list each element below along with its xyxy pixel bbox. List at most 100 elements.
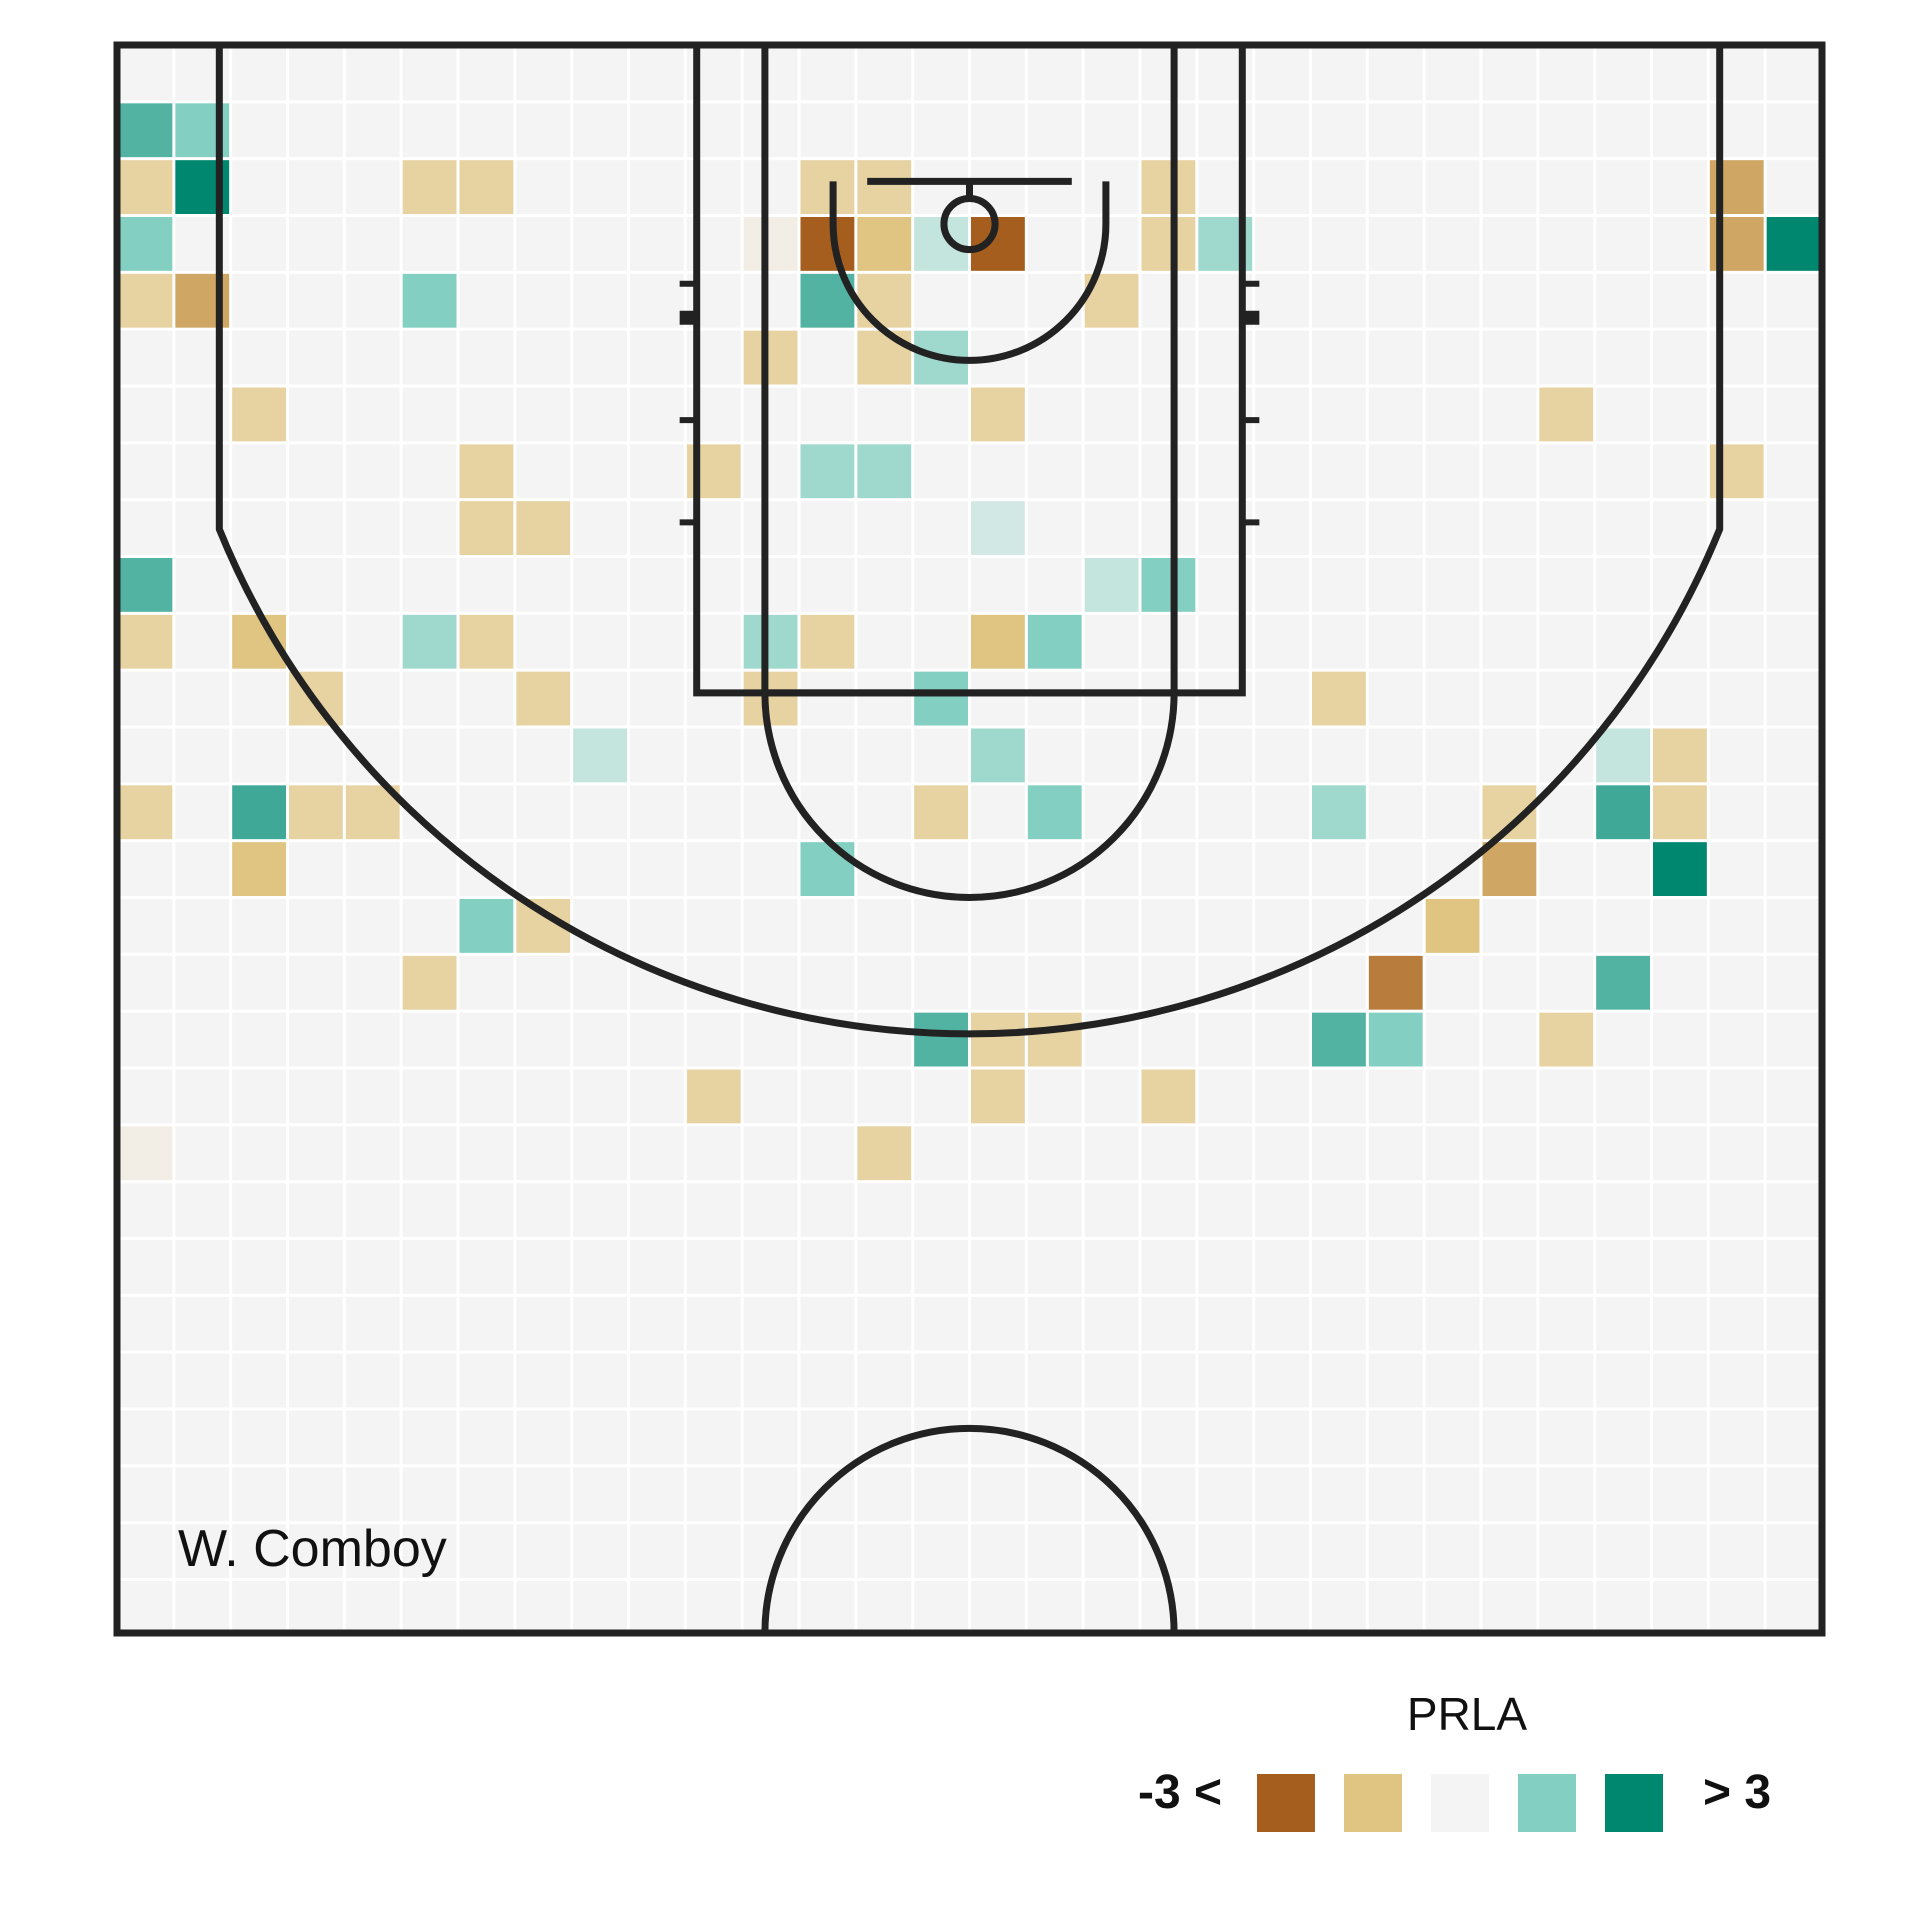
legend: PRLA -3 < > 3: [1138, 1688, 1771, 1832]
heatmap-cell-empty: [971, 273, 1025, 328]
heatmap-cell-empty: [914, 899, 968, 953]
heatmap-cell-empty: [1766, 1069, 1821, 1124]
heatmap-cell-empty: [743, 558, 798, 612]
heatmap-cell-empty: [459, 1069, 514, 1124]
heatmap-cell-empty: [1425, 728, 1480, 783]
heatmap-cell-empty: [516, 955, 571, 1010]
heatmap-cell-empty: [1482, 103, 1537, 158]
heatmap-cell-empty: [1766, 330, 1821, 385]
heatmap-cell-empty: [1255, 103, 1309, 158]
heatmap-cell-empty: [1766, 444, 1821, 499]
heatmap-cell-empty: [402, 1069, 457, 1124]
heatmap-cell-empty: [402, 1410, 457, 1465]
heatmap-cell-empty: [1368, 273, 1423, 328]
heatmap-cell: [1766, 217, 1821, 271]
heatmap-cell-empty: [289, 1126, 343, 1181]
heatmap-cell-empty: [573, 1240, 627, 1294]
heatmap-cell-empty: [914, 1524, 968, 1578]
heatmap-cell-empty: [459, 330, 514, 385]
heatmap-cell-empty: [1709, 842, 1764, 896]
heatmap-cell-empty: [630, 273, 684, 328]
heatmap-cell: [743, 614, 798, 669]
heatmap-cell-empty: [857, 1012, 912, 1067]
heatmap-cell-empty: [1653, 330, 1707, 385]
heatmap-cell-empty: [686, 1467, 741, 1522]
heatmap-cell-empty: [118, 1069, 173, 1124]
heatmap-cell-empty: [857, 1581, 912, 1633]
heatmap-cell-empty: [175, 1296, 230, 1351]
heatmap-cell-empty: [630, 1353, 684, 1408]
heatmap-cell-empty: [232, 103, 286, 158]
heatmap-cell-empty: [1539, 46, 1594, 101]
heatmap-cell-empty: [1141, 1126, 1196, 1181]
heatmap-cell-empty: [1653, 899, 1707, 953]
heatmap-cell-empty: [971, 160, 1025, 214]
heatmap-cell-empty: [1255, 1524, 1309, 1578]
heatmap-cell-empty: [800, 1467, 855, 1522]
heatmap-cell-empty: [289, 1012, 343, 1067]
heatmap-cell: [800, 160, 855, 214]
heatmap-cell-empty: [345, 273, 400, 328]
heatmap-cell-empty: [914, 842, 968, 896]
heatmap-cell-empty: [402, 1353, 457, 1408]
heatmap-cell-empty: [1539, 614, 1594, 669]
heatmap-cell-empty: [686, 1581, 741, 1633]
heatmap-cell-empty: [175, 1240, 230, 1294]
heatmap-cell-empty: [516, 330, 571, 385]
heatmap-cell-empty: [1766, 558, 1821, 612]
heatmap-cell-empty: [857, 46, 912, 101]
heatmap-cell-empty: [1368, 387, 1423, 442]
heatmap-cell: [1141, 217, 1196, 271]
heatmap-cell-empty: [1141, 387, 1196, 442]
heatmap-cell-empty: [1312, 558, 1366, 612]
heatmap-cell-empty: [857, 558, 912, 612]
heatmap-cell-empty: [573, 1581, 627, 1633]
heatmap-cell-empty: [686, 1524, 741, 1578]
heatmap-cell-empty: [118, 1353, 173, 1408]
heatmap-cell-empty: [1312, 1296, 1366, 1351]
heatmap-cell-empty: [1368, 160, 1423, 214]
heatmap-cell-empty: [1027, 330, 1082, 385]
heatmap-cell-empty: [914, 1183, 968, 1237]
heatmap-cell-empty: [1539, 1126, 1594, 1181]
heatmap-cell-empty: [1766, 785, 1821, 840]
heatmap-cell-empty: [516, 387, 571, 442]
heatmap-cell-empty: [743, 1353, 798, 1408]
heatmap-cell-empty: [1255, 1069, 1309, 1124]
heatmap-cell-empty: [630, 1296, 684, 1351]
heatmap-cell-empty: [1709, 1183, 1764, 1237]
heatmap-cell-empty: [1084, 1524, 1139, 1578]
heatmap-cell-empty: [232, 671, 286, 726]
heatmap-cell-empty: [1596, 1126, 1650, 1181]
legend-swatches: [1257, 1774, 1663, 1832]
heatmap-cell-empty: [402, 444, 457, 499]
heatmap-cell-empty: [1027, 671, 1082, 726]
heatmap-cell-empty: [1482, 273, 1537, 328]
heatmap-cell-empty: [743, 273, 798, 328]
heatmap-cell-empty: [1425, 160, 1480, 214]
heatmap-cell: [1596, 955, 1650, 1010]
heatmap-cell-empty: [289, 842, 343, 896]
heatmap-cell-empty: [1198, 1126, 1253, 1181]
heatmap-cell-empty: [1539, 955, 1594, 1010]
heatmap-cell-empty: [345, 1069, 400, 1124]
heatmap-cell-empty: [1539, 842, 1594, 896]
heatmap-cell-empty: [1539, 444, 1594, 499]
heatmap-cell-empty: [175, 955, 230, 1010]
heatmap-cell-empty: [914, 1126, 968, 1181]
heatmap-cell-empty: [232, 1410, 286, 1465]
heatmap-cell-empty: [459, 955, 514, 1010]
heatmap-cell-empty: [1709, 671, 1764, 726]
heatmap-cell-empty: [1084, 1581, 1139, 1633]
heatmap-cell-empty: [1027, 103, 1082, 158]
heatmap-cell-empty: [1368, 1069, 1423, 1124]
heatmap-cell-empty: [1312, 1069, 1366, 1124]
legend-swatch: [1344, 1774, 1402, 1832]
heatmap-cell-empty: [630, 330, 684, 385]
heatmap-cell-empty: [1255, 842, 1309, 896]
heatmap-cell-empty: [232, 1126, 286, 1181]
heatmap-cell-empty: [175, 842, 230, 896]
heatmap-cell-empty: [1766, 387, 1821, 442]
heatmap-cell-empty: [800, 103, 855, 158]
heatmap-cell: [516, 671, 571, 726]
